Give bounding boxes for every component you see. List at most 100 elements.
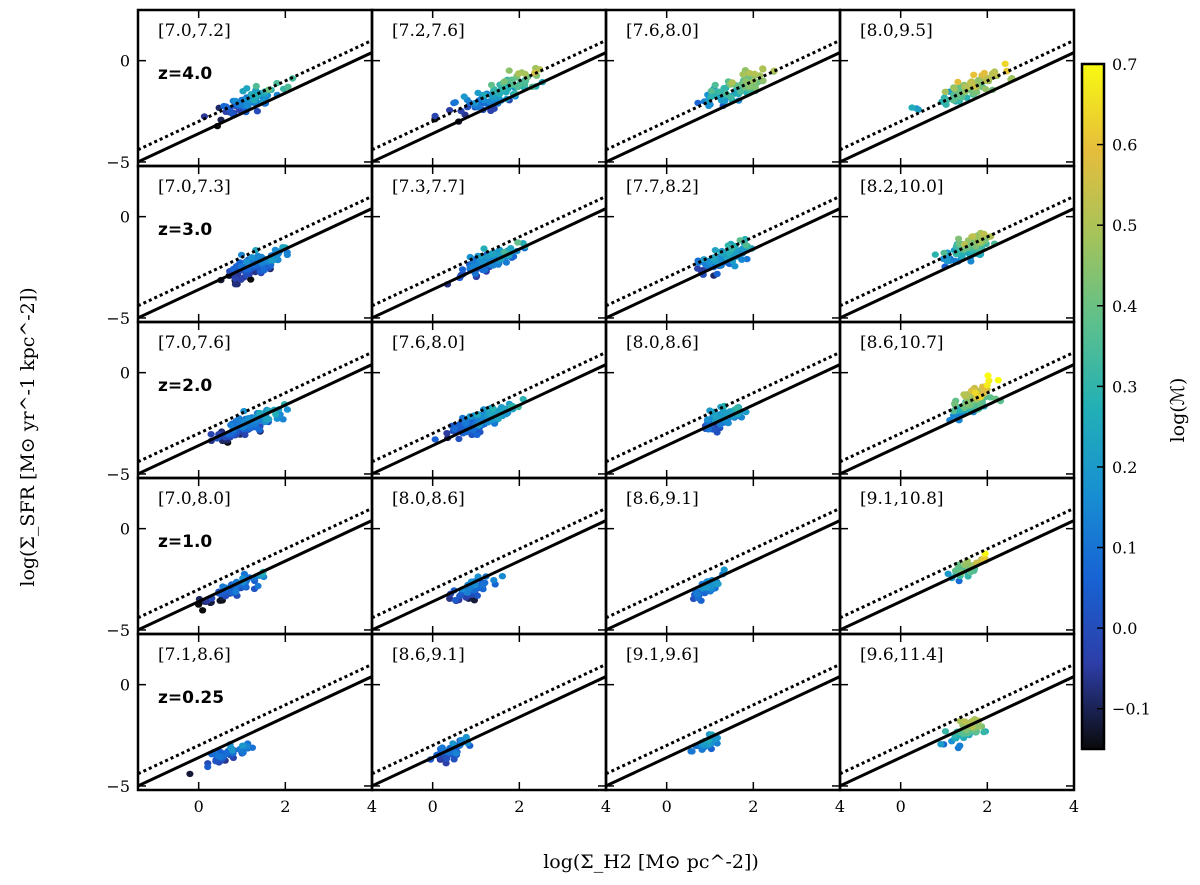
data-point	[739, 71, 747, 78]
data-point	[207, 431, 215, 438]
panel-r1-c3: [8.2,10.0]	[838, 164, 1076, 324]
mass-bin-label: [9.1,9.6]	[626, 645, 699, 665]
panel-plot-area	[372, 195, 606, 320]
data-point	[937, 741, 945, 748]
x-tick-label: 4	[367, 797, 377, 816]
data-point	[446, 595, 454, 602]
panel-plot-area	[372, 507, 606, 632]
dotted-reference-line	[606, 195, 840, 308]
data-point	[500, 78, 509, 85]
mass-bin-label: [7.6,8.0]	[392, 333, 465, 353]
dotted-reference-line	[138, 195, 372, 308]
data-point	[714, 580, 722, 588]
data-point	[980, 69, 988, 77]
mass-bin-label: [8.2,10.0]	[860, 177, 944, 197]
data-point	[514, 83, 522, 91]
dotted-reference-line	[606, 507, 840, 620]
data-point	[481, 266, 489, 274]
panel-plot-area	[606, 507, 840, 632]
data-point	[431, 436, 439, 443]
data-point	[458, 266, 467, 273]
mass-bin-label: [7.0,8.0]	[158, 489, 231, 509]
data-point	[742, 241, 750, 249]
solid-reference-line	[138, 207, 372, 320]
data-point	[460, 93, 468, 100]
data-point	[247, 276, 255, 283]
solid-reference-line	[138, 51, 372, 164]
colorbar: −0.1 0.0 0.1 0.2 0.3 0.4 0.5 0.6 0.7	[1080, 55, 1151, 751]
colorbar-tick-label: 0.3	[1112, 377, 1137, 396]
data-point	[750, 70, 759, 78]
data-point	[243, 271, 251, 278]
data-point	[710, 411, 718, 418]
dotted-reference-line	[138, 507, 372, 620]
data-point	[955, 577, 963, 585]
data-point	[693, 590, 701, 598]
solid-reference-line	[372, 363, 606, 476]
data-point	[241, 431, 249, 439]
data-point	[262, 415, 270, 423]
dotted-reference-line	[372, 351, 606, 464]
panel-plot-area	[840, 351, 1074, 476]
solid-reference-line	[606, 675, 840, 788]
data-point	[958, 253, 966, 260]
data-point	[253, 108, 261, 115]
y-tick-label: 0	[120, 364, 130, 383]
panel-r0-c2: [7.6,8.0]	[604, 8, 842, 168]
colorbar-tick-label: 0.7	[1112, 55, 1137, 74]
mass-bin-label: [8.6,9.1]	[626, 489, 699, 509]
panel-r0-c3: [8.0,9.5]	[838, 8, 1076, 168]
mass-bin-label: [7.0,7.3]	[158, 177, 231, 197]
x-tick-label: 2	[280, 797, 290, 816]
data-point	[715, 88, 723, 95]
x-tick-label: 2	[748, 797, 758, 816]
data-point	[956, 742, 964, 749]
data-point	[694, 265, 702, 272]
data-point	[498, 573, 506, 580]
data-point	[462, 420, 470, 427]
redshift-label: z=1.0	[158, 532, 212, 552]
data-point	[720, 566, 728, 573]
panel-r4-c1: [8.6,9.1] 0 2 4	[370, 632, 611, 816]
data-point	[456, 420, 464, 428]
data-point	[975, 723, 983, 730]
data-point	[733, 404, 741, 411]
x-tick-label: 2	[514, 797, 524, 816]
data-point	[728, 79, 736, 86]
data-point	[199, 607, 207, 614]
data-point	[738, 256, 746, 263]
mass-bin-label: [8.0,8.6]	[392, 489, 465, 509]
dotted-reference-line	[372, 663, 606, 776]
solid-reference-line	[372, 519, 606, 632]
data-point	[711, 247, 719, 254]
mass-bin-label: [7.0,7.6]	[158, 333, 231, 353]
mass-bin-label: [9.6,11.4]	[860, 645, 944, 665]
mass-bin-label: [8.6,10.7]	[860, 333, 944, 353]
data-point	[283, 251, 291, 258]
data-point	[505, 67, 513, 74]
solid-reference-line	[372, 51, 606, 164]
panel-r3-c0: [7.0,8.0] z=1.0 0 −5	[106, 476, 374, 640]
solid-reference-line	[840, 51, 1074, 164]
data-point	[283, 406, 291, 413]
data-point	[974, 76, 983, 84]
panel-r1-c1: [7.3,7.7]	[370, 164, 608, 324]
dotted-reference-line	[138, 663, 372, 776]
panel-plot-area	[138, 351, 372, 476]
colorbar-tick-label: 0.1	[1112, 539, 1137, 558]
data-point	[737, 88, 745, 95]
data-point	[222, 103, 230, 110]
data-point	[713, 270, 721, 278]
data-point	[204, 763, 212, 771]
panel-frame	[838, 632, 1076, 792]
dotted-reference-line	[840, 195, 1074, 308]
mass-bin-label: [8.6,9.1]	[392, 645, 465, 665]
data-point	[279, 416, 287, 423]
y-tick-label: 0	[120, 520, 130, 539]
data-point	[243, 258, 251, 266]
data-point	[521, 70, 529, 78]
panel-plot-area	[138, 507, 372, 632]
panel-r1-c0: [7.0,7.3] z=3.0 0 −5	[106, 164, 374, 328]
panel-r3-c2: [8.6,9.1]	[604, 476, 842, 636]
data-point	[272, 411, 280, 418]
